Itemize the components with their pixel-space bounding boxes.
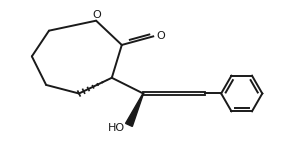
Text: HO: HO <box>108 123 125 133</box>
Text: O: O <box>157 31 165 41</box>
Polygon shape <box>126 93 143 126</box>
Text: O: O <box>92 10 101 20</box>
